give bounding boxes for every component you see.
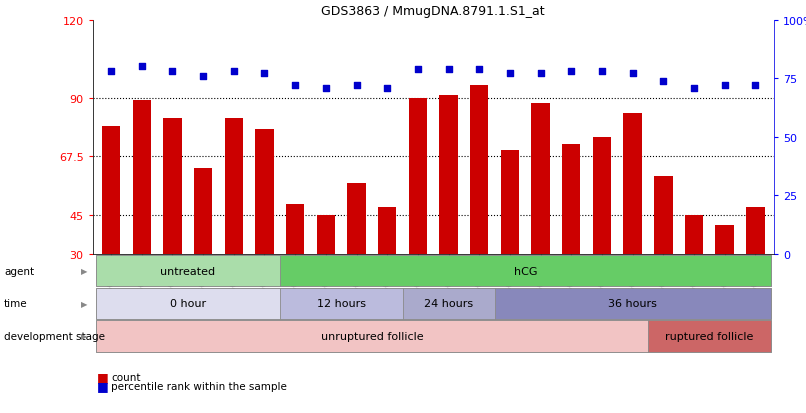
Point <box>596 69 609 75</box>
Point <box>657 78 670 85</box>
Text: 12 hours: 12 hours <box>317 299 366 309</box>
Point <box>442 66 455 73</box>
Point <box>197 74 210 80</box>
Title: GDS3863 / MmugDNA.8791.1.S1_at: GDS3863 / MmugDNA.8791.1.S1_at <box>322 5 545 18</box>
Point <box>380 85 393 92</box>
Bar <box>746 207 765 254</box>
Text: ■: ■ <box>97 379 109 392</box>
Bar <box>501 150 519 254</box>
Point <box>534 71 547 78</box>
Point <box>565 69 578 75</box>
Text: unruptured follicle: unruptured follicle <box>321 331 423 341</box>
Text: 0 hour: 0 hour <box>170 299 206 309</box>
Point <box>166 69 179 75</box>
Point <box>289 83 301 89</box>
Point <box>504 71 517 78</box>
Bar <box>286 205 305 254</box>
Bar <box>317 215 335 254</box>
Bar <box>592 137 611 254</box>
Text: untreated: untreated <box>160 266 215 276</box>
Point <box>749 83 762 89</box>
Text: 36 hours: 36 hours <box>609 299 657 309</box>
Bar <box>256 130 274 254</box>
Text: hCG: hCG <box>513 266 537 276</box>
Bar <box>164 119 181 254</box>
Bar <box>531 104 550 254</box>
Text: 24 hours: 24 hours <box>424 299 473 309</box>
Text: percentile rank within the sample: percentile rank within the sample <box>111 381 287 391</box>
Bar <box>654 176 672 254</box>
Text: time: time <box>4 299 27 309</box>
Point <box>718 83 731 89</box>
Point <box>227 69 240 75</box>
Text: development stage: development stage <box>4 331 105 341</box>
Text: ▶: ▶ <box>81 266 88 275</box>
Text: agent: agent <box>4 266 34 276</box>
Bar <box>685 215 703 254</box>
Text: ▶: ▶ <box>81 332 88 341</box>
Point <box>473 66 486 73</box>
Bar <box>716 225 734 254</box>
Text: ruptured follicle: ruptured follicle <box>665 331 754 341</box>
Point <box>105 69 118 75</box>
Bar <box>623 114 642 254</box>
Bar <box>470 85 488 254</box>
Bar <box>439 96 458 254</box>
Point <box>626 71 639 78</box>
Bar <box>194 169 212 254</box>
Bar <box>347 184 366 254</box>
Point <box>258 71 271 78</box>
Point <box>411 66 424 73</box>
Point <box>135 64 148 71</box>
Text: ■: ■ <box>97 370 109 383</box>
Bar <box>132 101 151 254</box>
Text: ▶: ▶ <box>81 299 88 308</box>
Bar <box>378 207 397 254</box>
Bar <box>409 98 427 254</box>
Bar <box>102 127 120 254</box>
Bar <box>225 119 243 254</box>
Point <box>319 85 332 92</box>
Bar <box>562 145 580 254</box>
Point <box>350 83 363 89</box>
Point <box>688 85 700 92</box>
Text: count: count <box>111 372 141 382</box>
